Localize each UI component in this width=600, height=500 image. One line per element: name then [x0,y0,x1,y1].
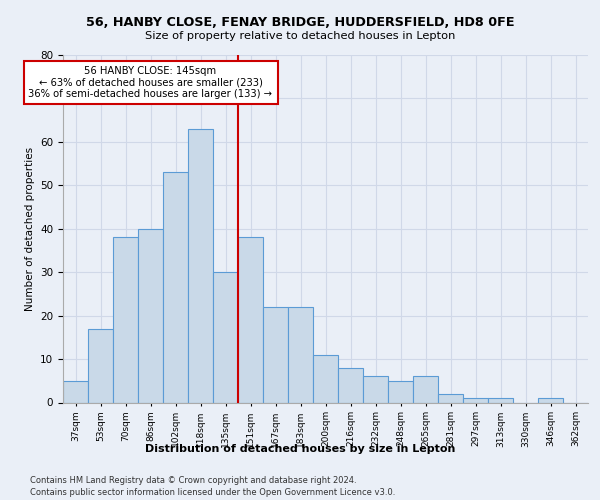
Y-axis label: Number of detached properties: Number of detached properties [25,146,35,311]
Text: Size of property relative to detached houses in Lepton: Size of property relative to detached ho… [145,31,455,41]
Bar [213,272,238,402]
Bar [263,307,288,402]
Text: Contains public sector information licensed under the Open Government Licence v3: Contains public sector information licen… [30,488,395,497]
Bar [463,398,488,402]
Bar [138,229,163,402]
Bar [163,172,188,402]
Text: 56 HANBY CLOSE: 145sqm
← 63% of detached houses are smaller (233)
36% of semi-de: 56 HANBY CLOSE: 145sqm ← 63% of detached… [29,66,272,99]
Bar [538,398,563,402]
Bar [388,381,413,402]
Bar [413,376,438,402]
Text: Contains HM Land Registry data © Crown copyright and database right 2024.: Contains HM Land Registry data © Crown c… [30,476,356,485]
Bar [438,394,463,402]
Bar [288,307,313,402]
Bar [488,398,513,402]
Bar [363,376,388,402]
Bar [313,354,338,403]
Bar [63,381,88,402]
Bar [338,368,363,402]
Bar [88,328,113,402]
Bar [238,238,263,402]
Text: 56, HANBY CLOSE, FENAY BRIDGE, HUDDERSFIELD, HD8 0FE: 56, HANBY CLOSE, FENAY BRIDGE, HUDDERSFI… [86,16,514,29]
Text: Distribution of detached houses by size in Lepton: Distribution of detached houses by size … [145,444,455,454]
Bar [188,129,213,402]
Bar [113,238,138,402]
